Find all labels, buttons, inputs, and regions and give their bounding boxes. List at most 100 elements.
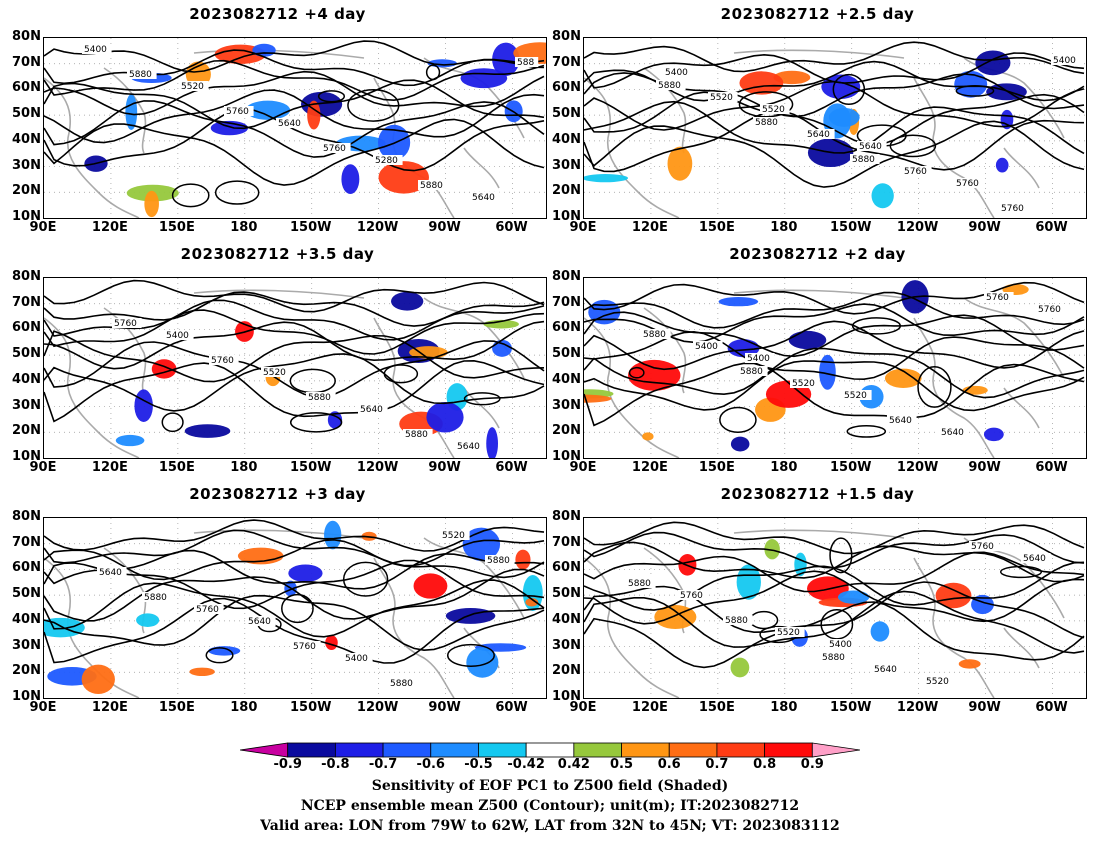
x-tick-label: 180 — [230, 460, 258, 475]
x-tick-label: 90W — [968, 700, 1001, 715]
x-tick-label: 150E — [158, 700, 195, 715]
contour-label-bg — [246, 616, 276, 626]
x-tick-label: 90W — [968, 460, 1001, 475]
coastline — [643, 67, 687, 154]
shaded-region — [151, 359, 177, 379]
colorbar-segment — [525, 742, 575, 758]
contour-label: 5640 — [1023, 554, 1046, 564]
z500-contour — [161, 412, 184, 433]
shaded-region — [718, 297, 759, 307]
contour-label: 5760 — [1001, 204, 1024, 214]
x-tick-label: 120E — [631, 460, 668, 475]
y-tick-label: 70N — [552, 534, 581, 550]
contour-label: 5760 — [904, 167, 927, 177]
contour-label: 5760 — [1038, 305, 1061, 315]
contour-label: 5880 — [405, 430, 428, 440]
colorbar-tick-label: -0.6 — [416, 757, 445, 772]
z500-contour — [820, 609, 854, 640]
x-tick-label: 90E — [569, 220, 597, 235]
caption-line-3: Valid area: LON from 79W to 62W, LAT fro… — [260, 818, 840, 834]
y-tick-label: 40N — [552, 131, 581, 147]
contour-label: 5400 — [345, 654, 368, 664]
x-tick-label: 90E — [569, 700, 597, 715]
x-tick-label: 120W — [356, 700, 399, 715]
map-svg: 5640 5400 5520 5640 5760 5760 5880 5880 5880 — [44, 518, 546, 698]
shaded-region — [788, 330, 827, 350]
shaded-region — [884, 368, 922, 389]
colorbar-segment — [668, 742, 718, 758]
y-tick-label: 50N — [552, 586, 581, 602]
x-tick-label: 90E — [29, 700, 57, 715]
z500-contour — [584, 521, 1085, 555]
z500-contour — [584, 362, 1085, 427]
contour-label: 5760 — [293, 642, 316, 652]
y-tick-label: 70N — [12, 294, 41, 310]
y-tick-label: 50N — [552, 106, 581, 122]
contour-label-bg — [209, 355, 239, 365]
z500-contour — [44, 59, 545, 102]
shaded-region — [460, 68, 508, 89]
contour-label: 5640 — [360, 405, 383, 415]
z500-contour — [584, 281, 1085, 315]
shaded-region — [819, 354, 836, 390]
y-tick-label: 40N — [12, 131, 41, 147]
y-tick-label: 20N — [552, 183, 581, 199]
z500-contour — [917, 365, 952, 408]
z500-contour — [955, 84, 995, 97]
shaded-region — [584, 174, 629, 183]
shaded-region — [378, 161, 429, 194]
x-tick-label: 120E — [631, 700, 668, 715]
z500-contour — [171, 183, 210, 208]
coastline — [733, 49, 905, 59]
y-tick-label: 60N — [552, 560, 581, 576]
y-tick-label: 10N — [12, 449, 41, 464]
shaded-region — [739, 71, 784, 95]
x-tick-label: 120W — [896, 220, 939, 235]
contour-label: 5400 — [1053, 56, 1076, 66]
contour-label-bg — [626, 578, 656, 588]
contour-label-bg — [388, 678, 418, 688]
z500-contour — [584, 109, 1085, 173]
z500-contour — [214, 180, 260, 205]
coastline — [733, 529, 905, 539]
z500-contour — [347, 88, 400, 122]
y-tick-label: 20N — [12, 423, 41, 439]
z500-contour — [44, 89, 545, 144]
contour-label-bg — [291, 641, 321, 651]
contour-label: 588 — [517, 58, 534, 68]
z500-contour — [342, 561, 389, 597]
colorbar-segment — [334, 742, 384, 758]
shaded-region — [324, 520, 342, 550]
y-tick-label: 50N — [552, 346, 581, 362]
coastline — [584, 77, 680, 218]
contour-label: 5280 — [375, 156, 398, 166]
x-tick-label: 90W — [428, 460, 461, 475]
contour-label: 5880 — [308, 393, 331, 403]
panel-title: 2023082712 +2 day — [729, 245, 906, 263]
shaded-region — [764, 539, 780, 560]
contour-label: 5640 — [941, 428, 964, 438]
y-tick-label: 30N — [12, 157, 41, 173]
panel-title: 2023082712 +2.5 day — [720, 5, 915, 23]
z500-contour — [584, 291, 1085, 329]
x-tick-label: 150E — [698, 700, 735, 715]
z500-contour — [44, 597, 545, 664]
contour-label: 5520 — [710, 93, 733, 103]
contour-label: 5520 — [844, 391, 867, 401]
shaded-region — [870, 621, 890, 642]
contour-label-bg — [641, 329, 671, 339]
contour-label-bg — [142, 592, 172, 602]
x-tick-label: 90E — [569, 460, 597, 475]
map-svg: 5400 5520 5640 5760 5400 5520 5640 5760 5880 5880 — [584, 278, 1086, 458]
contour-label-bg — [693, 341, 723, 351]
coastline — [373, 557, 455, 698]
x-tick-label: 150W — [289, 700, 332, 715]
y-tick-label: 50N — [12, 106, 41, 122]
shaded-region — [730, 436, 750, 452]
z500-contour — [584, 120, 1085, 188]
contour-label-bg — [179, 81, 209, 91]
coastline — [1003, 627, 1040, 669]
y-tick-label: 10N — [12, 209, 41, 224]
shaded-region — [492, 339, 512, 357]
z500-contour — [889, 134, 937, 158]
